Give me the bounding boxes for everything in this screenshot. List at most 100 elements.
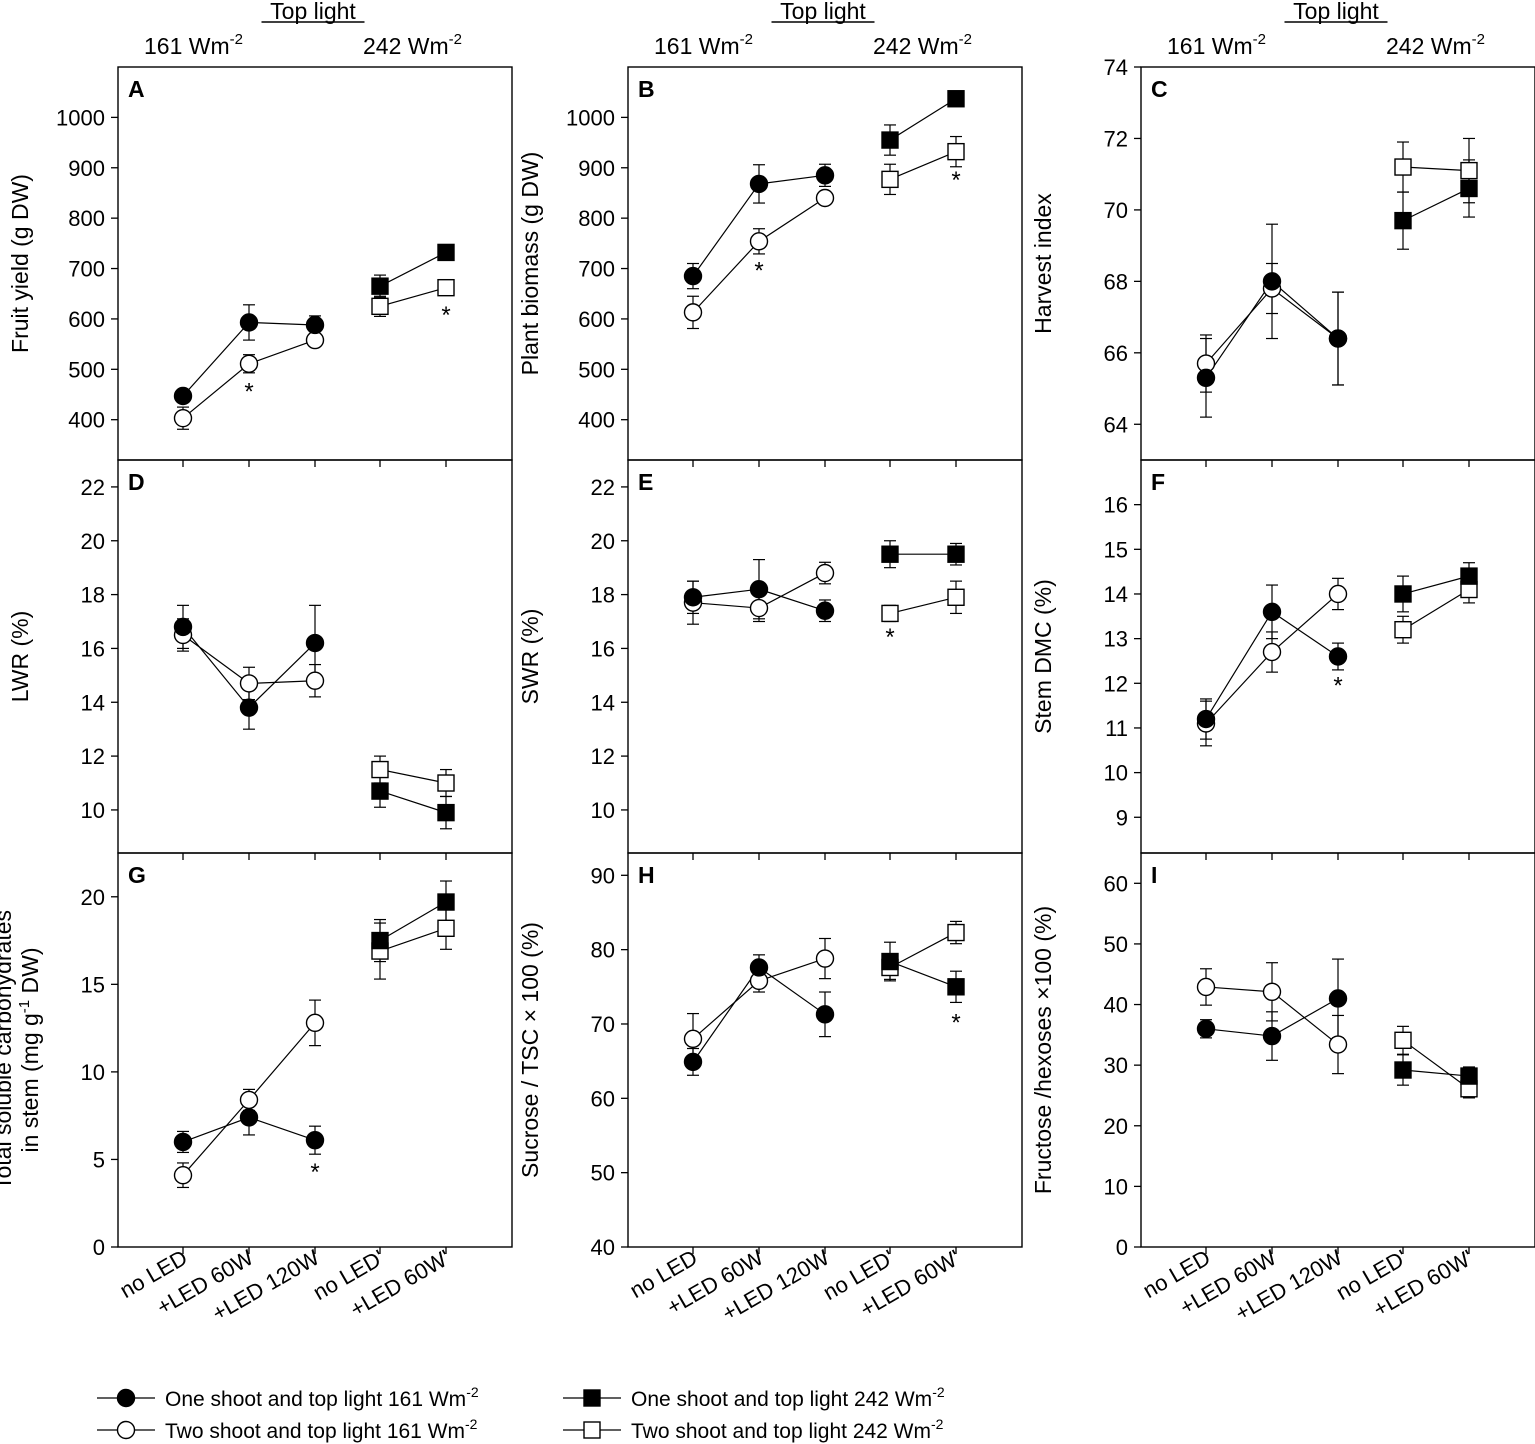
data-point [437, 893, 455, 911]
data-point [1262, 272, 1282, 291]
series-markers [173, 893, 455, 1185]
panel-A: A 400 500 600 700 800 900 1000 Fruit yield (g DW… [7, 66, 513, 467]
data-point [371, 277, 389, 295]
data-point [1394, 211, 1412, 230]
data-point [683, 1052, 703, 1072]
series-line [379, 790, 447, 814]
data-point [749, 958, 769, 977]
data-point [815, 949, 835, 968]
header-top-light: Top light [1293, 0, 1379, 24]
significance-star: * [441, 302, 450, 329]
y-tick-label: 70 [1104, 198, 1128, 223]
series-line [379, 251, 447, 287]
header-top-light: Top light [780, 0, 866, 24]
y-tick-label: 60 [591, 1086, 615, 1111]
data-point [749, 174, 769, 194]
data-point [371, 782, 389, 800]
data-point [1196, 1019, 1216, 1038]
panel-B: B 400 500 600 700 800 900 1000 Plant biomass (g … [517, 66, 1023, 467]
panel-frame [627, 852, 1023, 1248]
data-point [437, 278, 455, 297]
data-point [947, 90, 965, 108]
data-point [749, 232, 769, 251]
data-point [881, 545, 899, 563]
data-point [881, 131, 899, 149]
data-point [1262, 602, 1282, 622]
legend-marker [116, 1388, 136, 1408]
data-point [371, 760, 389, 779]
y-tick-label: 900 [578, 156, 615, 181]
y-tick-label: 10 [591, 798, 615, 823]
y-axis-label-line1: Total soluble carbohydrates [0, 910, 16, 1190]
data-point [305, 1013, 325, 1033]
data-point [881, 952, 899, 971]
y-tick-label: 20 [81, 529, 105, 554]
y-axis-label: Fructose /hexoses ×100 (%) [1030, 906, 1056, 1194]
series-markers [1196, 567, 1478, 733]
y-tick-label: 500 [68, 357, 105, 382]
y-tick-label: 12 [81, 744, 105, 769]
series-line [1402, 166, 1470, 172]
panel-label: B [638, 76, 655, 102]
series-markers [173, 243, 455, 428]
y-tick-label: 64 [1104, 412, 1128, 437]
y-tick-label: 66 [1104, 341, 1128, 366]
data-point [1196, 368, 1216, 388]
data-point [947, 142, 965, 161]
y-tick-label: 15 [1104, 537, 1128, 562]
legend-marker [583, 1421, 601, 1439]
data-point [173, 617, 193, 637]
data-point [1262, 1026, 1282, 1046]
y-tick-label: 600 [578, 307, 615, 332]
y-tick-label: 68 [1104, 269, 1128, 294]
legend-label: Two shoot and top light 161 Wm-2 [165, 1416, 478, 1443]
header-242: 242 Wm-2 [873, 31, 972, 59]
panel-label: A [128, 76, 145, 102]
data-point [881, 604, 899, 623]
y-tick-label: 30 [1104, 1053, 1128, 1078]
series-line [1402, 1069, 1470, 1077]
y-tick-label: 900 [68, 156, 105, 181]
legend-label: Two shoot and top light 242 Wm-2 [631, 1416, 944, 1443]
y-tick-label: 13 [1104, 627, 1128, 652]
data-point [683, 1029, 703, 1049]
y-tick-label: 18 [591, 583, 615, 608]
header-161: 161 Wm-2 [1167, 31, 1266, 59]
panel-I: I 0 10 20 30 40 50 60 Fructose /hexoses ×100 (%) [1030, 852, 1535, 1260]
y-tick-label: 16 [81, 636, 105, 661]
y-tick-label: 14 [81, 690, 105, 715]
data-point [683, 303, 703, 322]
header-161: 161 Wm-2 [654, 31, 753, 59]
y-tick-label: 10 [1104, 761, 1128, 786]
data-point [1394, 1031, 1412, 1050]
data-point [1328, 1035, 1348, 1054]
y-axis-label: Stem DMC (%) [1030, 579, 1056, 734]
y-tick-label: 10 [81, 798, 105, 823]
data-point [371, 297, 389, 316]
y-tick-label: 50 [1104, 932, 1128, 957]
y-tick-label: 0 [1116, 1235, 1128, 1260]
data-point [683, 266, 703, 286]
data-point [815, 188, 835, 208]
data-point [305, 671, 325, 690]
series-line [889, 98, 957, 141]
legend-item: One shoot and top light 161 Wm-2 [97, 1384, 479, 1411]
data-point [947, 923, 965, 942]
y-tick-label: 0 [93, 1235, 105, 1260]
series-line [1402, 588, 1470, 631]
data-point [1328, 329, 1348, 348]
y-tick-label: 400 [68, 408, 105, 433]
data-point [173, 1166, 193, 1185]
panel-label: G [128, 862, 146, 888]
data-point [1394, 158, 1412, 176]
y-tick-label: 40 [591, 1235, 615, 1260]
data-point [1460, 179, 1478, 198]
panel-label: F [1151, 469, 1165, 495]
series-line [379, 901, 447, 942]
data-point [683, 588, 703, 607]
panel-C: C 64 66 68 70 72 74 Harvest index [1030, 55, 1535, 467]
data-point [815, 601, 835, 620]
y-tick-label: 800 [68, 206, 105, 231]
y-tick-label: 700 [578, 257, 615, 282]
y-tick-label: 15 [81, 972, 105, 997]
